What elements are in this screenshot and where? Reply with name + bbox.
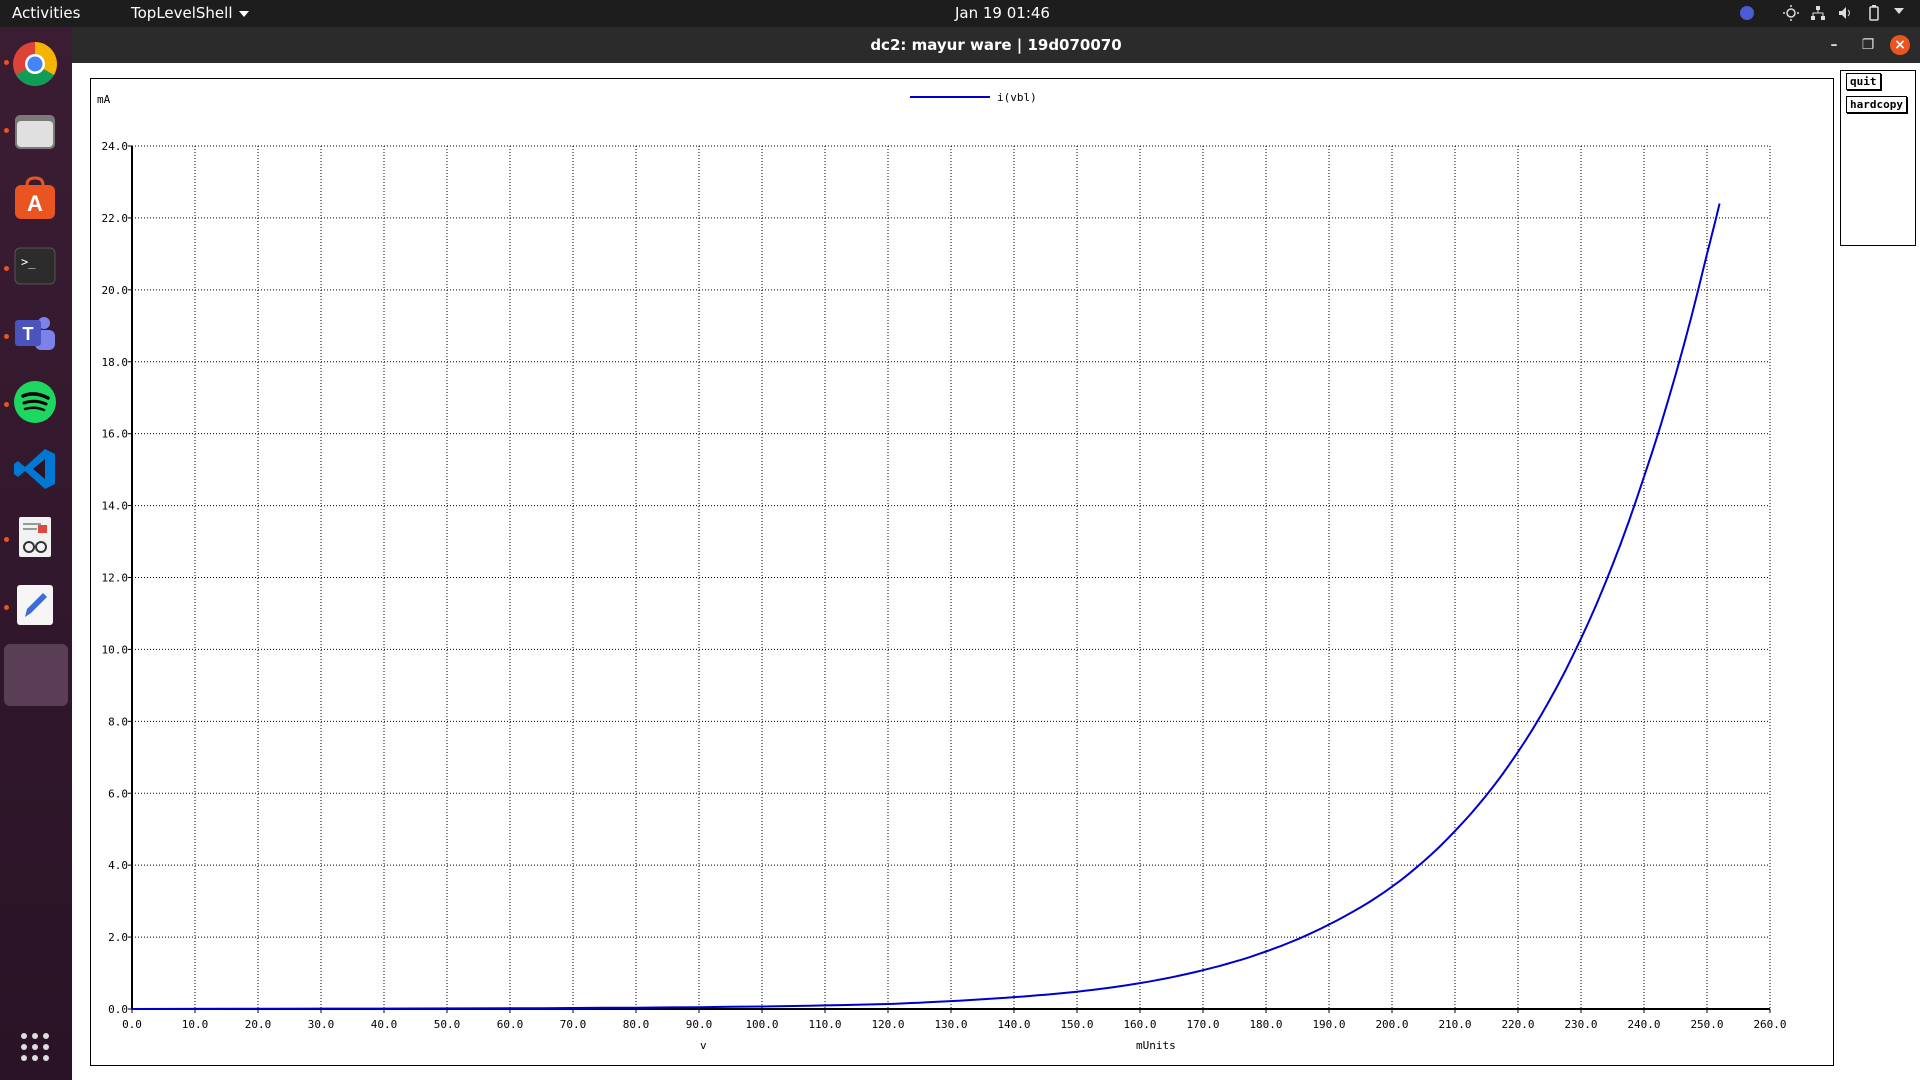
x-tick-label: 170.0 — [1186, 1018, 1219, 1031]
x-tick-label: 200.0 — [1375, 1018, 1408, 1031]
x-tick-label: 80.0 — [623, 1018, 650, 1031]
app-menu[interactable]: TopLevelShell — [131, 4, 249, 22]
y-tick-label: 10.0 — [102, 643, 129, 656]
active-app-slot[interactable] — [4, 644, 68, 706]
x-tick-label: 110.0 — [808, 1018, 841, 1031]
hardcopy-button[interactable]: hardcopy — [1846, 96, 1907, 113]
x-axis-units: mUnits — [1136, 1039, 1176, 1052]
x-axis-label: v — [700, 1039, 707, 1052]
y-tick-label: 22.0 — [102, 212, 129, 225]
y-tick-label: 18.0 — [102, 356, 129, 369]
text-editor-icon[interactable] — [11, 581, 59, 629]
x-tick-label: 70.0 — [560, 1018, 587, 1031]
y-tick-label: 20.0 — [102, 284, 129, 297]
y-tick-label: 16.0 — [102, 428, 129, 441]
extension-icon[interactable] — [1739, 5, 1755, 25]
x-tick-label: 130.0 — [934, 1018, 967, 1031]
terminal-icon[interactable]: >_ — [11, 242, 59, 290]
spotify-icon[interactable] — [11, 378, 59, 426]
x-tick-label: 160.0 — [1123, 1018, 1156, 1031]
close-button[interactable]: × — [1890, 35, 1910, 55]
svg-text:T: T — [23, 324, 34, 344]
x-tick-label: 90.0 — [686, 1018, 713, 1031]
network-icon[interactable] — [1810, 5, 1826, 25]
x-tick-label: 190.0 — [1312, 1018, 1345, 1031]
y-tick-label: 24.0 — [102, 140, 129, 153]
y-tick-label: 0.0 — [108, 1003, 128, 1016]
button-panel: quit hardcopy — [1840, 70, 1916, 246]
y-tick-label: 6.0 — [108, 787, 128, 800]
x-tick-label: 230.0 — [1564, 1018, 1597, 1031]
x-tick-label: 180.0 — [1249, 1018, 1282, 1031]
y-tick-label: 12.0 — [102, 572, 129, 585]
y-axis-unit: mA — [97, 93, 111, 106]
y-tick-label: 8.0 — [108, 715, 128, 728]
x-tick-label: 60.0 — [497, 1018, 524, 1031]
y-tick-label: 14.0 — [102, 500, 129, 513]
y-tick-label: 2.0 — [108, 931, 128, 944]
app-menu-label: TopLevelShell — [131, 4, 233, 22]
software-center-icon[interactable]: A — [11, 175, 59, 223]
x-tick-label: 100.0 — [745, 1018, 778, 1031]
vscode-icon[interactable] — [11, 445, 59, 493]
legend-label: i(vbl) — [997, 91, 1037, 104]
brightness-icon[interactable] — [1783, 5, 1799, 25]
x-tick-label: 150.0 — [1060, 1018, 1093, 1031]
chevron-down-icon — [238, 10, 249, 17]
system-menu-icon[interactable] — [1893, 5, 1905, 21]
files-icon[interactable] — [11, 107, 59, 155]
x-tick-label: 210.0 — [1438, 1018, 1471, 1031]
x-tick-label: 40.0 — [371, 1018, 398, 1031]
x-tick-label: 260.0 — [1753, 1018, 1786, 1031]
window-client — [72, 63, 1920, 1080]
x-tick-label: 10.0 — [182, 1018, 209, 1031]
restore-button[interactable]: ❐ — [1861, 37, 1875, 53]
y-tick-label: 4.0 — [108, 859, 128, 872]
x-tick-label: 0.0 — [122, 1018, 142, 1031]
teams-icon[interactable]: T — [11, 310, 59, 358]
document-viewer-icon[interactable] — [11, 513, 59, 561]
svg-text:A: A — [27, 191, 43, 216]
x-tick-label: 30.0 — [308, 1018, 335, 1031]
clock[interactable]: Jan 19 01:46 — [955, 4, 1050, 22]
x-tick-label: 120.0 — [871, 1018, 904, 1031]
minimize-button[interactable]: – — [1830, 37, 1838, 53]
show-apps-icon[interactable] — [11, 1023, 59, 1071]
x-tick-label: 140.0 — [997, 1018, 1030, 1031]
chrome-icon[interactable] — [11, 40, 59, 88]
series-line-i(vbl) — [131, 203, 1721, 1010]
dock: A >_ T — [0, 27, 72, 1080]
x-tick-label: 50.0 — [434, 1018, 461, 1031]
window-titlebar[interactable]: dc2: mayur ware | 19d070070 – ❐ × — [72, 27, 1920, 63]
battery-icon[interactable] — [1866, 5, 1882, 25]
x-tick-label: 20.0 — [245, 1018, 272, 1031]
x-tick-label: 220.0 — [1501, 1018, 1534, 1031]
quit-button[interactable]: quit — [1846, 73, 1881, 90]
x-tick-label: 250.0 — [1690, 1018, 1723, 1031]
plot-frame — [90, 78, 1834, 1066]
volume-icon[interactable] — [1838, 5, 1854, 25]
x-tick-label: 240.0 — [1627, 1018, 1660, 1031]
top-bar: Activities TopLevelShell Jan 19 01:46 — [0, 0, 1920, 27]
svg-text:>_: >_ — [21, 255, 36, 269]
activities-button[interactable]: Activities — [12, 4, 81, 22]
window-title: dc2: mayur ware | 19d070070 — [870, 36, 1122, 54]
